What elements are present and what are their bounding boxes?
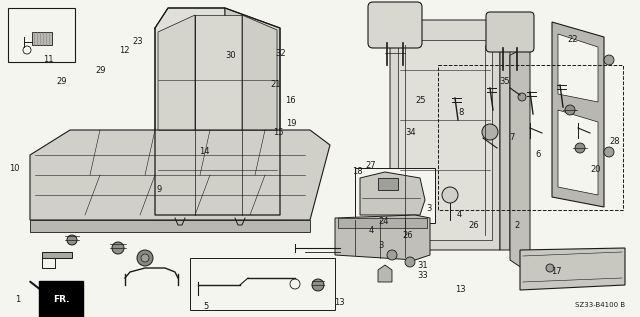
Polygon shape — [152, 215, 283, 225]
Text: 3: 3 — [426, 204, 431, 213]
Text: 2: 2 — [515, 221, 520, 230]
Circle shape — [442, 187, 458, 203]
Polygon shape — [195, 15, 242, 210]
Polygon shape — [155, 8, 225, 215]
Text: 15: 15 — [273, 128, 284, 137]
Text: 3: 3 — [378, 241, 383, 250]
Circle shape — [137, 250, 153, 266]
Bar — [378, 178, 398, 190]
Text: 22: 22 — [568, 35, 578, 44]
Text: 17: 17 — [552, 267, 562, 275]
Polygon shape — [42, 252, 72, 258]
Text: FR.: FR. — [53, 294, 70, 303]
Text: 35: 35 — [499, 77, 509, 86]
Polygon shape — [158, 15, 195, 215]
Text: 13: 13 — [334, 298, 344, 307]
Text: 27: 27 — [366, 161, 376, 170]
Polygon shape — [390, 20, 500, 250]
Text: 7: 7 — [509, 133, 515, 142]
Polygon shape — [242, 15, 277, 213]
Text: 29: 29 — [57, 77, 67, 86]
Bar — [355, 168, 435, 223]
Circle shape — [604, 147, 614, 157]
FancyBboxPatch shape — [368, 2, 422, 48]
Polygon shape — [500, 30, 510, 250]
Text: 26: 26 — [403, 231, 413, 240]
Bar — [190, 258, 335, 310]
Text: 12: 12 — [120, 46, 130, 55]
Text: 29: 29 — [96, 66, 106, 75]
Text: 21: 21 — [270, 81, 280, 89]
Polygon shape — [225, 8, 280, 215]
Text: 8: 8 — [458, 108, 463, 117]
Circle shape — [312, 279, 324, 291]
Circle shape — [575, 143, 585, 153]
Circle shape — [211, 143, 225, 157]
Text: 25: 25 — [416, 96, 426, 105]
Polygon shape — [510, 48, 530, 270]
Polygon shape — [520, 248, 625, 290]
Polygon shape — [558, 34, 598, 102]
Circle shape — [380, 267, 390, 277]
Text: 10: 10 — [9, 164, 19, 172]
Circle shape — [604, 55, 614, 65]
Text: 6: 6 — [535, 150, 540, 159]
Text: 23: 23 — [132, 37, 143, 46]
FancyBboxPatch shape — [486, 12, 534, 52]
Circle shape — [518, 93, 526, 101]
Text: 34: 34 — [406, 128, 416, 137]
Polygon shape — [398, 40, 492, 240]
Text: 9: 9 — [156, 185, 161, 194]
Text: 14: 14 — [200, 147, 210, 156]
Circle shape — [546, 264, 554, 272]
Polygon shape — [30, 130, 330, 220]
Text: SZ33-B4100 B: SZ33-B4100 B — [575, 302, 625, 308]
Text: 33: 33 — [417, 271, 428, 280]
Polygon shape — [335, 215, 430, 260]
Circle shape — [141, 254, 149, 262]
Circle shape — [387, 250, 397, 260]
Text: 11: 11 — [43, 55, 53, 64]
Text: 1: 1 — [15, 295, 20, 304]
Text: 19: 19 — [287, 119, 297, 128]
Polygon shape — [558, 110, 598, 195]
Text: 4: 4 — [457, 210, 462, 219]
Text: 5: 5 — [204, 302, 209, 311]
Polygon shape — [378, 265, 392, 282]
Polygon shape — [338, 218, 427, 228]
Polygon shape — [360, 172, 425, 215]
Text: 32: 32 — [275, 49, 285, 58]
Text: 28: 28 — [609, 137, 620, 146]
Circle shape — [112, 242, 124, 254]
Circle shape — [67, 235, 77, 245]
Text: 16: 16 — [285, 96, 295, 105]
Text: 31: 31 — [417, 261, 428, 270]
Polygon shape — [32, 32, 52, 45]
Circle shape — [405, 257, 415, 267]
Polygon shape — [30, 220, 310, 232]
Text: 30: 30 — [225, 51, 236, 60]
Text: 13: 13 — [456, 285, 466, 294]
Text: 24: 24 — [379, 217, 389, 226]
Text: 18: 18 — [352, 167, 362, 176]
Circle shape — [482, 124, 498, 140]
Text: 26: 26 — [468, 221, 479, 230]
Text: 4: 4 — [369, 226, 374, 235]
Polygon shape — [552, 22, 604, 207]
Bar — [8, 8, 75, 62]
Circle shape — [565, 105, 575, 115]
Text: 20: 20 — [590, 165, 600, 174]
Bar — [438, 65, 623, 210]
